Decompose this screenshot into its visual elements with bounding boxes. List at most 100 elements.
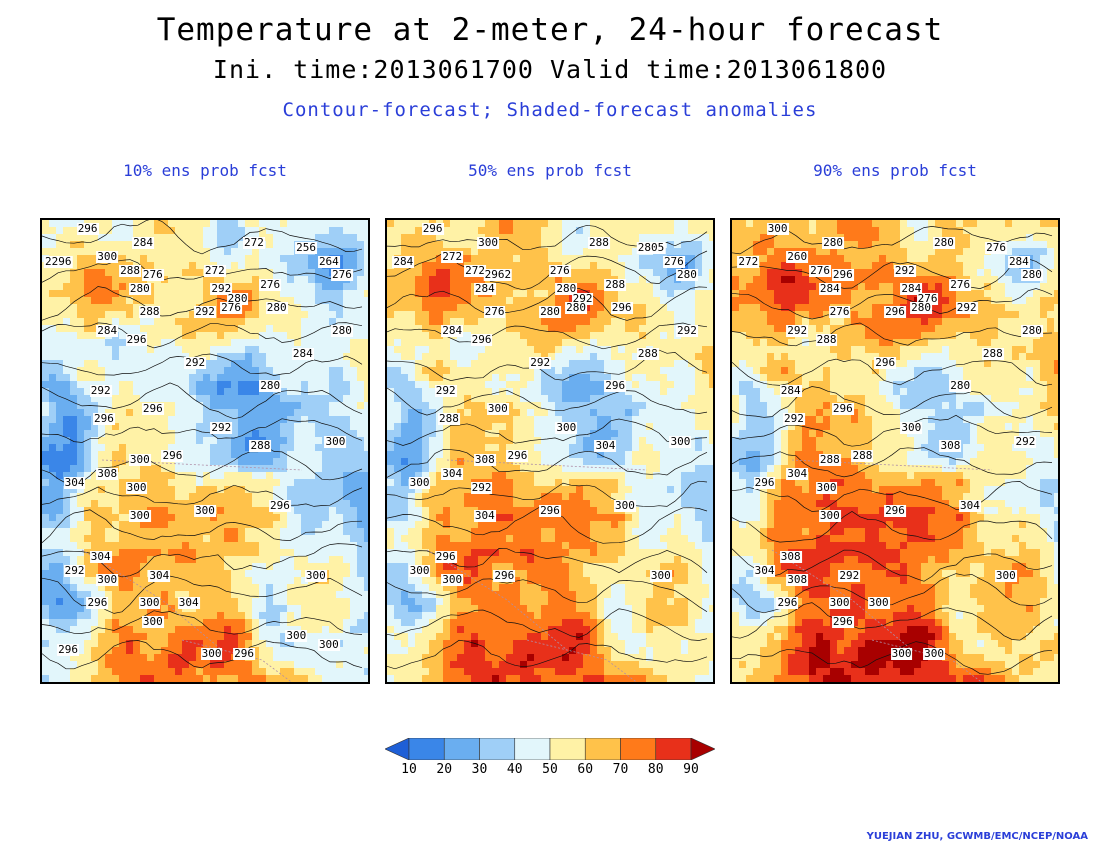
contour-label: 304 [177,596,200,610]
contour-label: 288 [981,346,1004,360]
contour-label: 284 [441,323,464,337]
contour-label: 280 [1020,323,1043,337]
colorbar-tick-label: 30 [471,762,488,777]
contour-label: 300 [815,480,838,494]
contour-label: 300 [128,453,151,467]
contour-label: 304 [786,467,809,481]
contour-label: 304 [441,467,464,481]
contour-label: 300 [128,508,151,522]
contour-label: 296 [610,300,633,314]
contour-label: 296 [831,614,854,628]
colorbar-high-arrow [690,738,715,760]
colorbar-tick-label: 70 [612,762,629,777]
contour-label: 276 [916,291,939,305]
contour-label: 264 [317,254,340,268]
contour-label: 304 [959,499,981,513]
colorbar-tick-label: 60 [577,762,594,777]
colorbar-swatch [549,738,586,760]
contour-label: 300 [994,568,1017,582]
contour-label: 292 [470,480,493,494]
contour-label: 288 [815,333,838,347]
contour-label: 296 [125,333,148,347]
colorbar-tick-label: 90 [683,762,699,777]
contour-label: 308 [786,573,809,587]
contour-label: 292 [786,323,809,337]
contour-label: 276 [662,254,685,268]
contour-label: 288 [587,236,610,250]
contour-label: 280 [259,379,282,393]
colorbar-swatch [514,738,551,760]
contour-label: 300 [828,596,851,610]
contour-label: 280 [675,268,698,282]
contour-label: 288 [818,453,841,467]
contour-label: 292 [434,383,457,397]
contour-label: 296 [506,448,529,462]
contour-label: 296 [233,647,256,661]
contour-label: 284 [392,254,415,268]
contour-label: 300 [96,573,119,587]
contour-label: 304 [148,568,171,582]
colorbar-low-arrow [385,738,410,760]
contour-label: 280 [539,305,561,319]
contour-label: 288 [604,277,627,291]
contour-label: 272 [203,263,226,277]
figure-subtitle: Ini. time:2013061700 Valid time:20130618… [212,55,888,84]
contour-label: 272 [242,236,265,250]
contour-label: 288 [438,411,460,425]
contour-label: 296 [776,596,799,610]
contour-label: 300 [923,647,946,661]
contour-label: 300 [477,236,499,250]
contour-label: 300 [900,420,923,434]
colorbar-tick-label: 10 [401,762,417,777]
figure-description: Contour-forecast; Shaded-forecast anomal… [282,99,818,121]
contour-label: 276 [483,305,506,319]
contour-label: 300 [486,402,509,416]
contour-label: 280 [226,291,249,305]
contour-label: 296 [161,448,184,462]
contour-label: 272 [464,263,486,277]
contour-label: 296 [753,476,776,490]
contour-label: 308 [939,439,962,453]
contour-label: 300 [890,647,913,661]
contour-label: 300 [194,504,216,518]
colorbar-swatch [408,738,445,760]
contour-label: 300 [138,596,161,610]
contour-label: 284 [291,346,314,360]
contour-lines [42,220,363,670]
contour-label: 292 [838,568,861,582]
contour-label: 280 [265,300,288,314]
contour-label: 300 [324,434,347,448]
anomaly-field [732,220,1058,682]
contour-label: 276 [809,263,831,277]
contour-label: 288 [636,346,659,360]
contour-label: 288 [138,305,161,319]
contour-label: 296 [141,402,164,416]
contour-label: 296 [434,550,457,564]
contour-label: 300 [766,222,789,236]
contour-label: 276 [330,268,353,282]
contour-label: 292 [194,305,216,319]
panel-label-10: 10% ens prob fcst [123,161,287,180]
contour-label: 296 [493,568,516,582]
contour-label: 308 [96,467,119,481]
contour-label: 292 [184,356,207,370]
contour-label: 300 [614,499,636,513]
contour-label: 288 [119,263,141,277]
contour-label: 304 [63,476,86,490]
contour-label: 280 [932,236,955,250]
contour-label: 296 [470,333,493,347]
contour-label: 296 [539,504,561,518]
contour-label: 276 [985,240,1007,254]
contour-label: 260 [786,249,809,263]
contour-label: 280 [128,282,151,296]
contour-label: 296 [86,596,109,610]
figure-title: Temperature at 2-meter, 24-hour forecast [156,12,944,48]
colorbar-tick-label: 20 [436,762,453,777]
colorbar-swatch [620,738,657,760]
contour-label: 300 [669,434,692,448]
colorbar [385,738,715,760]
anomaly-field [42,220,368,682]
contour-label: 280 [555,282,578,296]
contour-label: 2805 [636,240,666,254]
contour-label: 292 [89,383,112,397]
